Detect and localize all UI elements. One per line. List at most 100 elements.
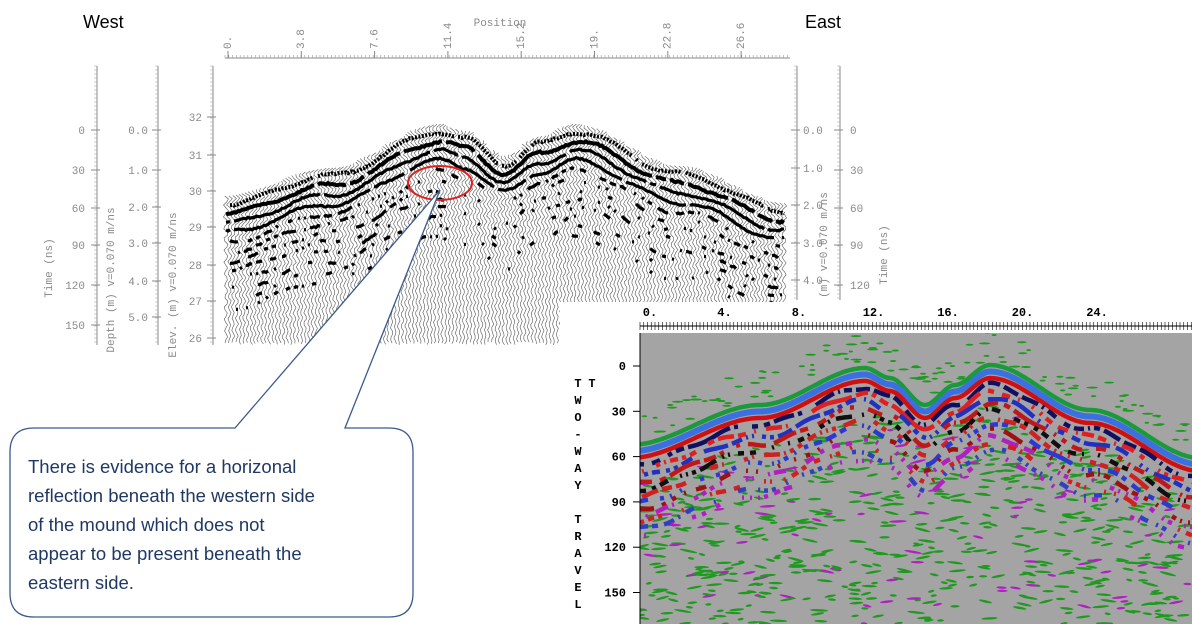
- speckle: [891, 349, 900, 352]
- speckle: [808, 510, 824, 514]
- speckle: [860, 591, 872, 596]
- y-tick-label: 0: [619, 360, 626, 374]
- speckle: [705, 517, 714, 521]
- speckle: [1104, 454, 1120, 457]
- trace: [478, 140, 485, 345]
- speckle: [660, 611, 674, 615]
- speckle: [989, 457, 1001, 461]
- speckle: [867, 450, 879, 454]
- trace: [258, 187, 265, 345]
- speckle: [1129, 540, 1145, 545]
- y-tick-label: 0.0: [803, 126, 823, 138]
- speckle: [1084, 581, 1101, 586]
- speckle: [1081, 516, 1092, 520]
- speckle: [642, 484, 652, 488]
- speckle: [1144, 421, 1150, 424]
- speckle: [1026, 349, 1031, 352]
- speckle: [686, 585, 703, 590]
- speckle: [710, 544, 720, 547]
- speckle: [1067, 387, 1079, 390]
- trace: [510, 152, 518, 345]
- speckle: [872, 614, 884, 618]
- speckle: [1130, 504, 1146, 508]
- trace: [471, 134, 478, 345]
- speckle: [921, 551, 935, 555]
- speckle: [821, 549, 834, 553]
- reflector-band: [645, 432, 1192, 530]
- speckle: [929, 481, 942, 485]
- trace: [324, 167, 330, 343]
- speckle: [1122, 409, 1135, 412]
- speckle: [896, 568, 913, 573]
- speckle: [949, 472, 964, 477]
- trace: [247, 191, 255, 345]
- speckle: [816, 579, 833, 583]
- speckle: [869, 435, 883, 440]
- speckle: [940, 495, 951, 500]
- speckle: [1020, 432, 1029, 436]
- speckle: [927, 501, 935, 505]
- speckle: [640, 608, 648, 611]
- y-tick-label: 5.0: [128, 313, 148, 325]
- speckle: [965, 343, 974, 346]
- speckle: [875, 422, 892, 426]
- speckle: [1159, 571, 1177, 577]
- speckle: [696, 474, 705, 477]
- speckle: [730, 562, 745, 566]
- speckle: [986, 550, 998, 555]
- speckle: [920, 375, 930, 378]
- speckle: [804, 526, 818, 530]
- speckle: [1122, 394, 1130, 397]
- trace: [514, 149, 521, 343]
- y-tick-label: 27: [189, 297, 202, 309]
- speckle: [820, 569, 835, 574]
- speckle: [809, 369, 816, 371]
- axis-label: Depth (m) v=0.070 m/ns: [106, 207, 118, 352]
- speckle: [1116, 606, 1126, 610]
- speckle: [929, 391, 941, 394]
- speckle: [707, 589, 716, 592]
- trace: [309, 169, 315, 345]
- speckle: [1009, 365, 1021, 368]
- speckle: [1023, 547, 1040, 553]
- speckle: [1090, 536, 1106, 541]
- speckle: [713, 508, 725, 511]
- speckle: [889, 360, 897, 362]
- speckle: [1031, 453, 1046, 458]
- speckle: [773, 556, 781, 560]
- x-tick-label: 3.8: [296, 29, 308, 49]
- speckle: [812, 522, 829, 527]
- speckle: [1168, 600, 1184, 605]
- speckle: [783, 486, 792, 490]
- speckle: [931, 372, 939, 375]
- speckle: [956, 535, 968, 540]
- speckle: [910, 560, 924, 564]
- speckle: [682, 526, 692, 530]
- speckle: [655, 595, 670, 601]
- reflector-band: [640, 400, 1192, 500]
- speckle: [1020, 527, 1036, 530]
- speckle: [1092, 605, 1110, 609]
- speckle: [640, 546, 650, 550]
- speckle: [735, 530, 742, 533]
- speckle: [758, 376, 767, 379]
- callout-text: appear to be present beneath the: [28, 543, 302, 564]
- speckle: [769, 586, 779, 590]
- speckle: [1126, 578, 1133, 582]
- speckle: [1064, 516, 1079, 519]
- speckle: [913, 542, 921, 546]
- speckle: [1144, 553, 1151, 556]
- speckle: [724, 402, 733, 405]
- speckle: [649, 562, 662, 566]
- speckle: [779, 529, 797, 534]
- speckle: [814, 512, 829, 516]
- speckle: [1105, 524, 1120, 529]
- speckle: [892, 427, 899, 430]
- speckle: [651, 547, 667, 551]
- speckle: [1144, 534, 1152, 537]
- speckle: [963, 455, 974, 459]
- east-label: East: [805, 12, 841, 32]
- speckle: [655, 430, 667, 433]
- speckle: [698, 553, 706, 556]
